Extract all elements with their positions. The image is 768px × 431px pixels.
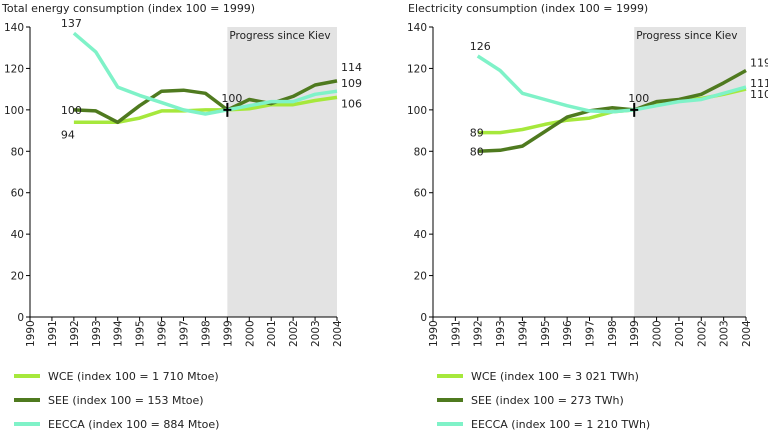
- x-tick-label: 1993: [91, 320, 103, 347]
- data-label: 110: [750, 88, 768, 101]
- data-label: 100: [61, 104, 82, 117]
- x-tick-label: 2002: [288, 320, 300, 347]
- y-tick-label: 20: [11, 271, 24, 283]
- x-tick-label: 1994: [113, 320, 125, 347]
- legend-label: WCE (index 100 = 3 021 TWh): [471, 370, 639, 383]
- chart-title: Total energy consumption (index 100 = 19…: [1, 2, 255, 15]
- x-tick-label: 1999: [629, 320, 641, 347]
- x-tick-label: 2004: [741, 320, 753, 347]
- y-tick-label: 40: [414, 229, 427, 241]
- data-label: 114: [341, 61, 362, 74]
- x-tick-label: 1999: [222, 320, 234, 347]
- data-label: 111: [750, 77, 768, 90]
- legend-label: WCE (index 100 = 1 710 Mtoe): [48, 370, 219, 383]
- x-tick-label: 1990: [428, 320, 440, 347]
- y-tick-label: 140: [4, 22, 24, 34]
- y-tick-label: 80: [11, 146, 24, 158]
- x-tick-label: 1992: [473, 320, 485, 347]
- data-label: 100: [221, 92, 242, 105]
- y-tick-label: 60: [414, 188, 427, 200]
- x-tick-label: 1995: [540, 320, 552, 347]
- chart-panel-1: Total energy consumption (index 100 = 19…: [1, 2, 362, 431]
- data-label: 119: [750, 57, 768, 70]
- x-tick-label: 2000: [652, 320, 664, 347]
- shaded-region: [227, 27, 337, 317]
- shaded-region-label: Progress since Kiev: [229, 30, 330, 42]
- x-tick-label: 2003: [719, 320, 731, 347]
- x-tick-label: 1994: [517, 320, 529, 347]
- x-tick-label: 1992: [69, 320, 81, 347]
- y-tick-label: 60: [11, 188, 24, 200]
- x-tick-label: 1996: [157, 320, 169, 347]
- data-label: 126: [470, 40, 491, 53]
- x-tick-label: 1991: [47, 320, 59, 347]
- data-label: 80: [470, 145, 484, 158]
- x-tick-label: 2001: [674, 320, 686, 347]
- data-label: 106: [341, 97, 362, 110]
- x-tick-label: 2002: [696, 320, 708, 347]
- series-line-3: [476, 54, 747, 114]
- y-tick-label: 40: [11, 229, 24, 241]
- shaded-region: [634, 27, 746, 317]
- data-label: 89: [470, 127, 484, 140]
- series-line-2: [477, 68, 747, 154]
- x-tick-label: 1995: [135, 320, 147, 347]
- y-tick-label: 120: [4, 63, 24, 75]
- x-tick-label: 1991: [450, 320, 462, 347]
- chart-panel-2: Electricity consumption (index 100 = 199…: [407, 2, 768, 431]
- y-tick-label: 20: [414, 271, 427, 283]
- legend-label: SEE (index 100 = 153 Mtoe): [48, 394, 204, 407]
- y-tick-label: 100: [4, 105, 24, 117]
- x-tick-label: 1997: [179, 320, 191, 347]
- series-line-3: [72, 31, 338, 116]
- data-label: 100: [628, 92, 649, 105]
- shaded-region-label: Progress since Kiev: [636, 30, 737, 42]
- x-tick-label: 2004: [332, 320, 344, 347]
- y-tick-label: 0: [420, 312, 427, 324]
- x-tick-label: 1990: [25, 320, 37, 347]
- data-label: 94: [61, 128, 75, 141]
- x-tick-label: 1997: [585, 320, 597, 347]
- y-tick-label: 100: [407, 105, 427, 117]
- y-tick-label: 0: [17, 312, 24, 324]
- x-tick-label: 1998: [607, 320, 619, 347]
- legend-label: SEE (index 100 = 273 TWh): [471, 394, 624, 407]
- series-line-2: [73, 79, 338, 125]
- y-tick-label: 140: [407, 22, 427, 34]
- legend-label: EECCA (index 100 = 1 210 TWh): [471, 418, 650, 431]
- x-tick-label: 1998: [200, 320, 212, 347]
- data-label: 109: [341, 77, 362, 90]
- x-tick-label: 2001: [266, 320, 278, 347]
- data-label: 137: [61, 17, 82, 30]
- x-tick-label: 2000: [244, 320, 256, 347]
- legend-label: EECCA (index 100 = 884 Mtoe): [48, 418, 219, 431]
- x-tick-label: 1996: [562, 320, 574, 347]
- y-tick-label: 120: [407, 63, 427, 75]
- chart-title: Electricity consumption (index 100 = 199…: [408, 2, 648, 15]
- x-tick-label: 1993: [495, 320, 507, 347]
- y-tick-label: 80: [414, 146, 427, 158]
- x-tick-label: 2003: [310, 320, 322, 347]
